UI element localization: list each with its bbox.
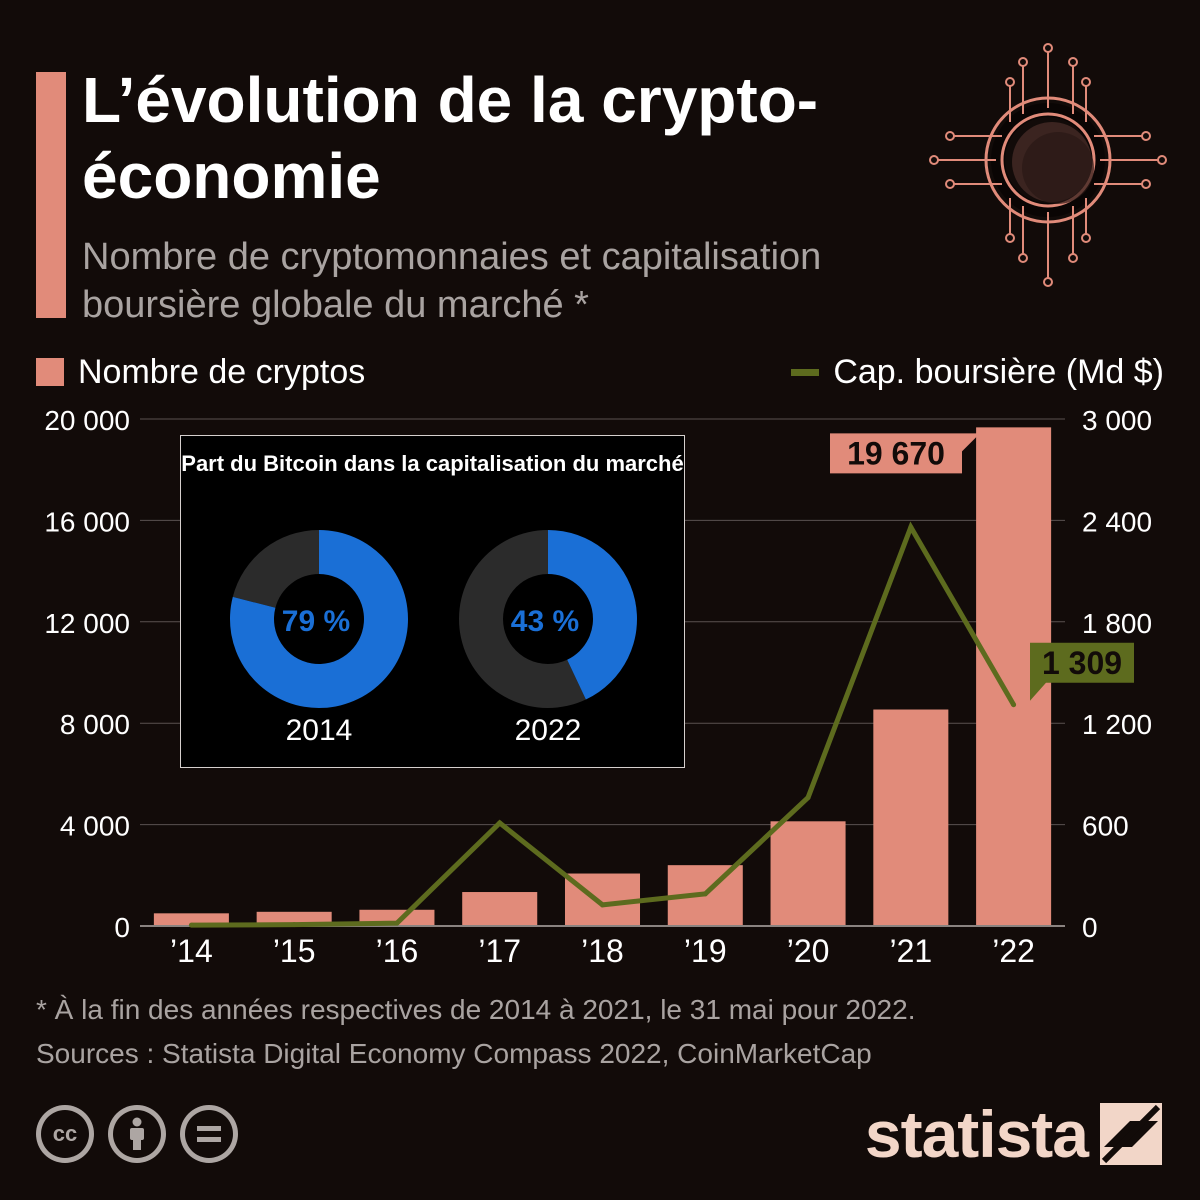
donut-year-2014: 2014 <box>285 714 353 747</box>
bar <box>873 709 949 926</box>
line-annotation-box <box>1030 642 1134 701</box>
legend-bar-swatch <box>36 358 64 386</box>
inset-title: Part du Bitcoin dans la capitalisation d… <box>181 451 684 476</box>
donut-bitcoin-slice <box>230 530 408 708</box>
legend-bars: Nombre de cryptos <box>36 352 365 392</box>
legend-line-swatch <box>791 368 820 376</box>
x-tick-label: ’19 <box>684 933 727 969</box>
brand-name: statista <box>864 1097 1089 1171</box>
donut-charts: 79 % 43 % <box>230 530 637 708</box>
line-point <box>805 795 811 801</box>
attribution-icon[interactable] <box>108 1105 166 1163</box>
x-tick-label: ’18 <box>581 933 624 969</box>
legend-bars-label: Nombre de cryptos <box>78 353 366 391</box>
combo-chart: 0 4 000 8 000 12 000 16 000 20 000 0 600 1 200 1 … <box>44 405 1152 969</box>
line-point <box>908 524 914 530</box>
line-point <box>1011 702 1017 708</box>
y-right-tick-label: 1 200 <box>1082 709 1152 740</box>
x-tick-label: ’16 <box>376 933 419 969</box>
y-left-tick-label: 12 000 <box>44 608 130 639</box>
legend-line-label: Cap. boursière (Md $) <box>833 353 1164 391</box>
y-right-tick-label: 600 <box>1082 811 1129 842</box>
statista-brand[interactable]: statista <box>865 1096 1162 1172</box>
line-point <box>291 922 297 928</box>
bar-annotation-box <box>830 433 980 474</box>
donut-bitcoin-slice <box>548 530 637 700</box>
y-left-tick-label: 16 000 <box>44 506 130 537</box>
no-derivatives-icon[interactable] <box>180 1105 238 1163</box>
y-right-tick-label: 3 000 <box>1082 405 1152 436</box>
cc-icon[interactable]: cc <box>36 1105 94 1163</box>
y-left-tick-label: 4 000 <box>60 811 130 842</box>
x-tick-label: ’15 <box>273 933 316 969</box>
x-tick-label: ’20 <box>787 933 830 969</box>
license-icons: cc <box>36 1105 238 1163</box>
bar <box>770 821 846 926</box>
line-point <box>600 902 605 908</box>
x-tick-label: ’22 <box>992 933 1035 969</box>
page-title: L’évolution de la crypto-économie <box>82 64 819 212</box>
footnote: * À la fin des années respectives de 201… <box>36 988 915 1076</box>
footnote-sources: Sources : Statista Digital Economy Compa… <box>36 1038 872 1069</box>
x-tick-label: ’17 <box>478 933 521 969</box>
y-left-tick-label: 20 000 <box>44 405 130 436</box>
footnote-note: * À la fin des années respectives de 201… <box>36 994 916 1025</box>
line-point <box>394 920 400 926</box>
statista-logo-icon <box>1100 1103 1162 1165</box>
line-annotation-label: 1 309 <box>1042 645 1122 681</box>
y-right-tick-label: 1 800 <box>1082 608 1152 639</box>
bar-annotation-label: 19 670 <box>847 435 945 471</box>
y-left-tick-label: 8 000 <box>60 709 130 740</box>
y-right-tick-label: 0 <box>1082 912 1098 943</box>
legend-line: Cap. boursière (Md $) <box>791 352 1164 392</box>
bitcoin-share-inset: Part du Bitcoin dans la capitalisation d… <box>180 435 685 768</box>
page-subtitle: Nombre de cryptomonnaies et capitalisati… <box>82 236 822 326</box>
line-point <box>188 922 194 928</box>
donut-center-label: 79 % <box>282 605 350 638</box>
title-accent-bar <box>36 72 66 318</box>
bar <box>462 892 538 926</box>
line-point <box>702 891 708 897</box>
line-point <box>497 820 503 826</box>
donut-rest-slice <box>232 530 319 608</box>
y-left-tick-label: 0 <box>114 912 130 943</box>
donut-rest-slice <box>459 530 586 708</box>
crypto-chip-icon <box>929 43 1167 287</box>
donut-center-label: 43 % <box>511 605 579 638</box>
x-tick-label: ’14 <box>170 933 213 969</box>
donut-year-2022: 2022 <box>514 714 582 747</box>
y-right-tick-label: 2 400 <box>1082 506 1152 537</box>
x-tick-label: ’21 <box>889 933 932 969</box>
